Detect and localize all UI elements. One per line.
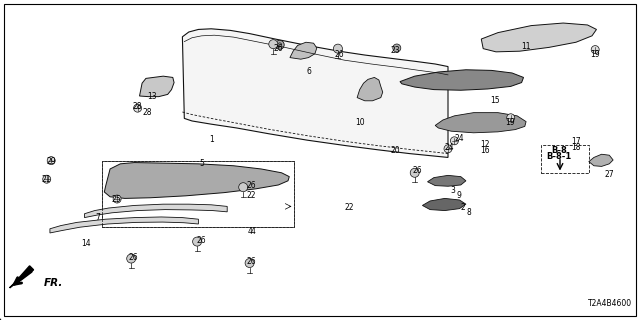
Text: 3: 3	[450, 186, 455, 195]
Circle shape	[278, 43, 282, 47]
Text: 4: 4	[247, 227, 252, 236]
Text: T2A4B4600: T2A4B4600	[588, 299, 632, 308]
Text: 26: 26	[412, 166, 422, 175]
Polygon shape	[290, 42, 317, 59]
Text: B-8-1: B-8-1	[546, 152, 572, 161]
Circle shape	[127, 254, 136, 263]
Bar	[102, 161, 294, 227]
Text: 18: 18	[572, 143, 580, 152]
Text: FR.: FR.	[44, 278, 63, 288]
Circle shape	[333, 44, 342, 53]
Text: 22: 22	[344, 204, 353, 212]
Polygon shape	[400, 70, 524, 90]
Circle shape	[239, 183, 248, 192]
Text: 6: 6	[306, 67, 311, 76]
Circle shape	[444, 145, 452, 153]
Text: 20: 20	[390, 146, 401, 155]
Circle shape	[393, 44, 401, 52]
Circle shape	[245, 259, 254, 268]
Text: 12: 12	[481, 140, 490, 148]
Text: 26: 26	[196, 236, 207, 245]
Text: 28: 28	[143, 108, 152, 117]
Circle shape	[410, 168, 419, 177]
Polygon shape	[10, 266, 34, 288]
Polygon shape	[435, 113, 526, 133]
Polygon shape	[428, 175, 466, 186]
Text: 9: 9	[456, 191, 461, 200]
Text: 11: 11	[522, 42, 531, 51]
Text: B-8: B-8	[551, 146, 566, 155]
Text: 1: 1	[209, 135, 214, 144]
Text: 26: 26	[128, 253, 138, 262]
Text: 19: 19	[590, 50, 600, 59]
Polygon shape	[481, 23, 596, 52]
Text: 27: 27	[604, 170, 614, 179]
Polygon shape	[357, 77, 383, 101]
Circle shape	[275, 40, 284, 49]
Text: 24: 24	[444, 143, 454, 152]
Text: 24: 24	[454, 134, 465, 143]
Text: 14: 14	[81, 239, 92, 248]
Text: 7: 7	[95, 213, 100, 222]
Text: 26: 26	[246, 257, 257, 266]
Text: 22: 22	[247, 191, 256, 200]
Polygon shape	[186, 96, 352, 132]
Text: 13: 13	[147, 92, 157, 100]
Text: 5: 5	[199, 159, 204, 168]
Text: 15: 15	[490, 96, 500, 105]
Text: 2: 2	[460, 204, 465, 212]
Text: 26: 26	[334, 50, 344, 59]
Text: 28: 28	[133, 102, 142, 111]
Polygon shape	[84, 204, 227, 218]
Text: 16: 16	[480, 146, 490, 155]
Circle shape	[193, 237, 202, 246]
Polygon shape	[589, 154, 613, 166]
Circle shape	[269, 40, 278, 49]
Text: 4: 4	[251, 227, 256, 236]
Text: 21: 21	[42, 175, 51, 184]
Polygon shape	[422, 198, 466, 211]
Circle shape	[134, 104, 141, 112]
Text: 17: 17	[571, 137, 581, 146]
Circle shape	[113, 195, 121, 203]
Circle shape	[507, 114, 515, 122]
Polygon shape	[104, 163, 289, 198]
Text: 26: 26	[246, 181, 257, 190]
Circle shape	[47, 156, 55, 164]
Text: 25: 25	[111, 195, 122, 204]
Text: 10: 10	[355, 118, 365, 127]
Text: 23: 23	[390, 46, 401, 55]
Text: 19: 19	[505, 118, 515, 127]
Polygon shape	[50, 217, 198, 233]
Circle shape	[451, 137, 458, 145]
Polygon shape	[182, 29, 448, 157]
Text: 26: 26	[273, 44, 284, 53]
Bar	[541, 145, 589, 173]
Circle shape	[591, 46, 599, 54]
Polygon shape	[140, 76, 174, 97]
Text: 8: 8	[467, 208, 472, 217]
Text: 29: 29	[46, 157, 56, 166]
Circle shape	[43, 175, 51, 183]
